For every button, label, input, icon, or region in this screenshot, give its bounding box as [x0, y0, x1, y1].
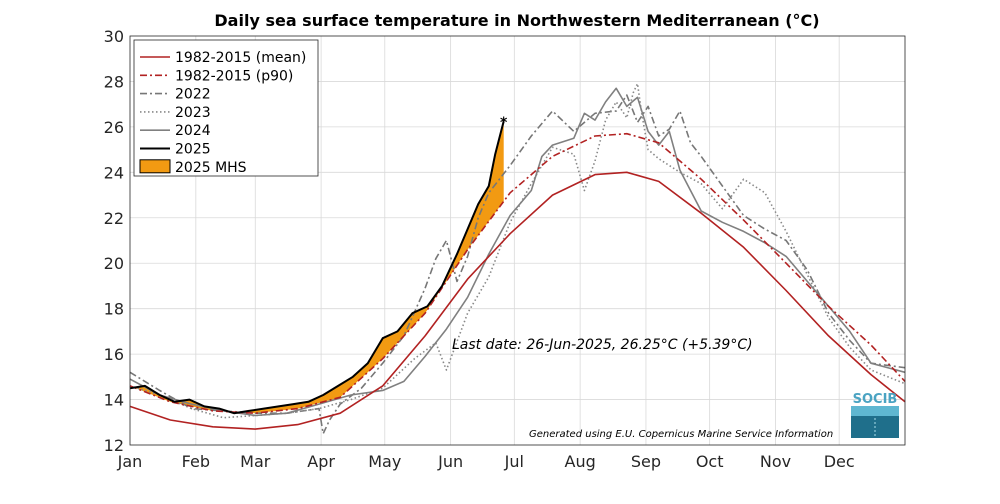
last-date-annotation: Last date: 26-Jun-2025, 26.25°C (+5.39°C…	[452, 337, 753, 353]
legend-label: 2024	[175, 123, 211, 139]
last-point-marker: *	[500, 115, 508, 131]
chart-title: Daily sea surface temperature in Northwe…	[214, 11, 819, 30]
series-line-1982-2015-mean-	[129, 171, 906, 430]
x-tick-label: Dec	[824, 452, 855, 471]
x-tick-label: Mar	[240, 452, 271, 471]
y-tick-label: 24	[104, 163, 124, 182]
legend: 1982-2015 (mean) 1982-2015 (p90) 2022 2023 2…	[133, 39, 319, 177]
series-line-2022	[129, 94, 906, 435]
legend-label: 2023	[175, 105, 211, 121]
x-tick-label: Feb	[182, 452, 210, 471]
x-tick-label: Jun	[437, 452, 463, 471]
plot-frame	[129, 35, 906, 446]
socib-logo: SOCIB	[851, 392, 899, 438]
x-tick-label: Nov	[760, 452, 791, 471]
y-tick-label: 26	[104, 118, 124, 137]
x-tick-label: Jan	[117, 452, 143, 471]
y-tick-label: 30	[104, 27, 124, 46]
series-layer: *	[129, 82, 906, 435]
y-tick-label: 28	[104, 72, 124, 91]
logo-text: SOCIB	[853, 392, 898, 407]
series-line-1982-2015-p90-	[129, 132, 906, 414]
x-tick-label: Apr	[307, 452, 335, 471]
legend-label: 2022	[175, 87, 211, 103]
x-tick-label: Jul	[504, 452, 524, 471]
legend-box	[133, 39, 319, 177]
legend-swatch	[139, 159, 171, 174]
y-tick-label: 22	[104, 209, 124, 228]
x-tick-label: Oct	[696, 452, 724, 471]
legend-label: 1982-2015 (mean)	[175, 50, 306, 66]
series-line-2024	[129, 87, 906, 417]
series-line-2025	[129, 120, 505, 415]
y-tick-label: 18	[104, 300, 124, 319]
legend-label: 2025 MHS	[175, 160, 247, 176]
y-axis: 12 14 16 18 20 22 24 26 28 30	[104, 27, 124, 455]
x-tick-label: Sep	[631, 452, 661, 471]
y-tick-label: 12	[104, 436, 124, 455]
logo-band	[851, 406, 899, 416]
x-axis: Jan Feb Mar Apr May Jun Jul Aug Sep Oct Nov Dec	[117, 452, 855, 471]
legend-label: 2025	[175, 142, 211, 158]
credit-annotation: Generated using E.U. Copernicus Marine S…	[529, 429, 833, 440]
legend-label: 1982-2015 (p90)	[175, 68, 293, 84]
x-tick-label: May	[368, 452, 401, 471]
y-tick-label: 14	[104, 391, 124, 410]
x-tick-label: Aug	[565, 452, 596, 471]
y-tick-label: 16	[104, 345, 124, 364]
y-tick-label: 20	[104, 254, 124, 273]
